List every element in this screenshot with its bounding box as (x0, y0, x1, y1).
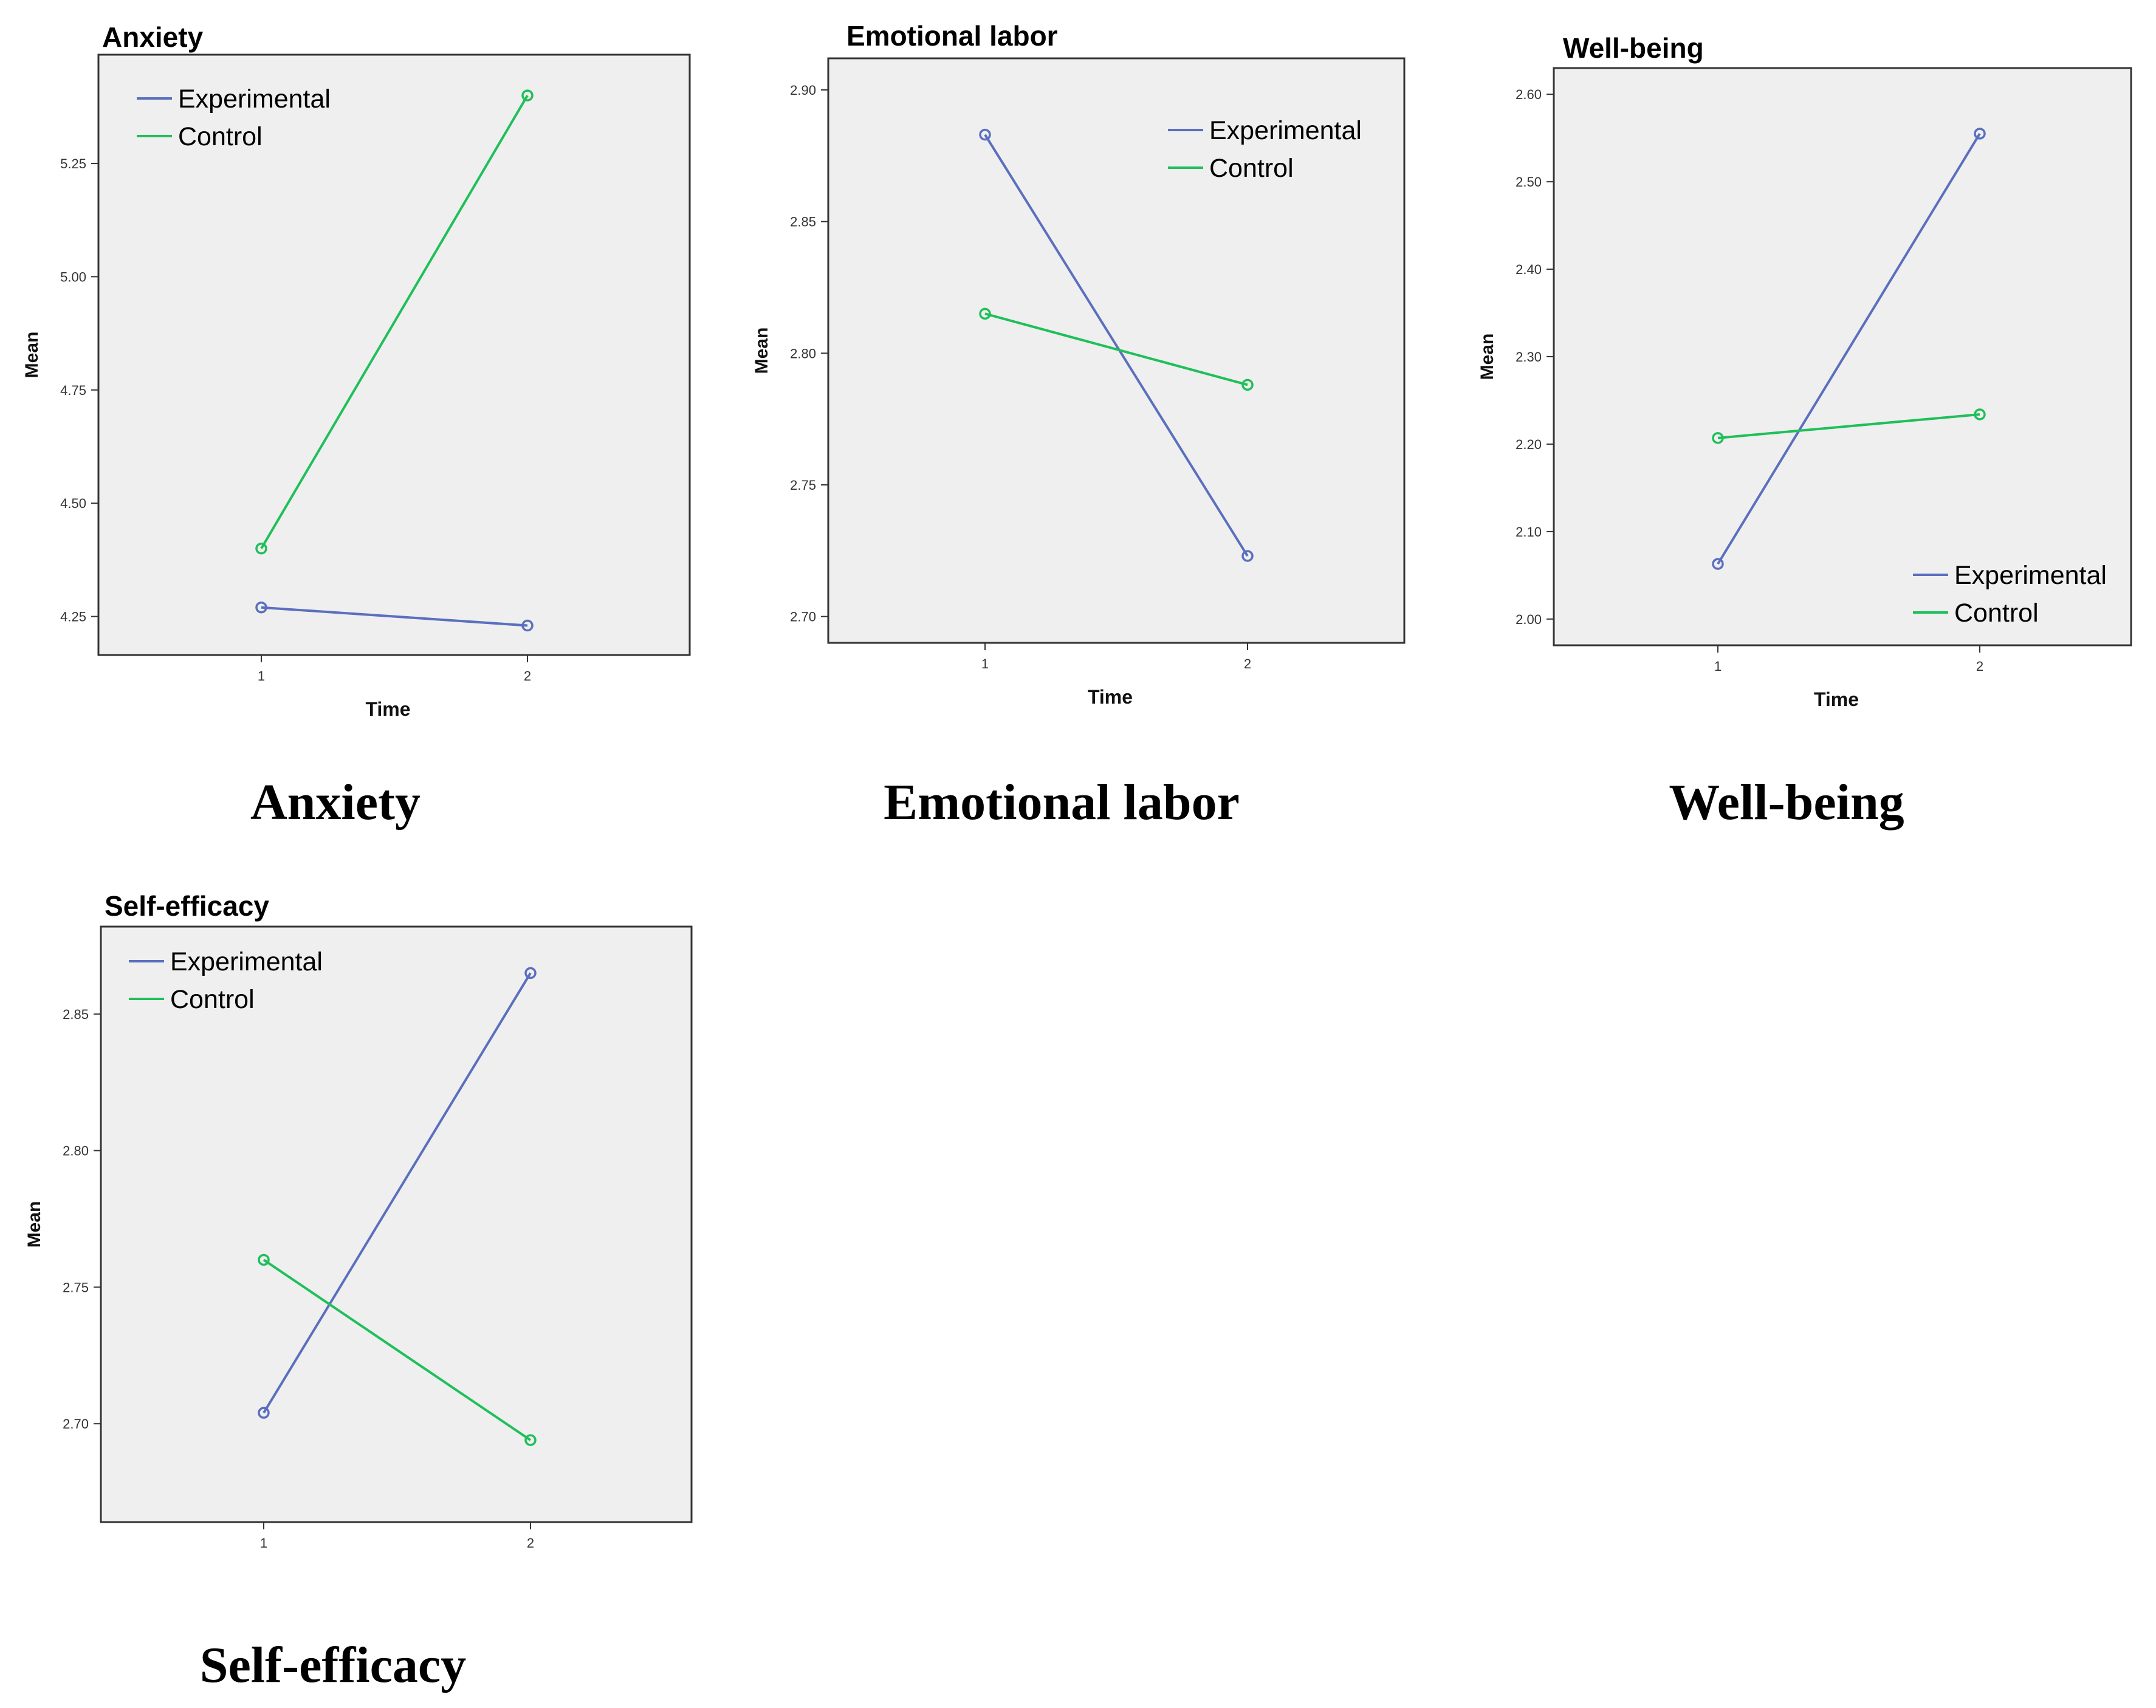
series-line-experimental (263, 972, 532, 1414)
chart-well-being-plot: 2.00 2.10 2.20 2.30 2.40 2.50 2.60 1 2 Time Mean Ex… (1477, 67, 2132, 710)
legend-label-control: Control (1954, 598, 2039, 628)
data-point-experimental (258, 1407, 270, 1419)
y-tick-label: 2.90 (790, 83, 816, 98)
legend-label-experimental: Experimental (170, 947, 323, 976)
legend-label-experimental: Experimental (1954, 561, 2107, 590)
x-tick-label: 2 (1244, 656, 1251, 671)
y-tick-label: 2.70 (63, 1416, 89, 1432)
data-point-experimental (1974, 128, 1986, 140)
plot-area (827, 57, 1406, 644)
chart-emotional-labor-plot: 2.70 2.75 2.80 2.85 2.90 1 2 Time Mean Experiment… (752, 57, 1406, 708)
data-point-control (524, 1434, 537, 1446)
y-tick-label: 2.60 (1516, 87, 1542, 102)
data-point-control (1974, 408, 1986, 420)
y-tick-label: 2.50 (1516, 174, 1542, 190)
data-point-experimental (524, 967, 537, 979)
data-point-experimental (1712, 558, 1724, 570)
chart-self-efficacy-plot: 2.702.752.802.8512TimeMeanExperimentalCo… (24, 925, 693, 1551)
chart-title: Self-efficacy (105, 890, 270, 922)
plot-area (97, 53, 691, 656)
y-tick-label: 2.75 (63, 1280, 89, 1295)
series-line-experimental (1717, 132, 1981, 565)
series-line-experimental (984, 134, 1249, 557)
chart-title: Well-being (1563, 32, 1704, 64)
legend-label-control: Control (170, 985, 255, 1014)
plot-area (1553, 67, 2132, 647)
series-line-control (260, 95, 529, 549)
y-axis-label: Mean (752, 328, 772, 374)
chart-caption: Emotional labor (884, 774, 1240, 831)
data-point-experimental (979, 128, 991, 141)
y-axis-label: Mean (22, 332, 42, 379)
series-line-control (984, 312, 1248, 386)
data-point-control (1712, 432, 1724, 444)
y-tick-label: 2.80 (790, 346, 816, 361)
y-tick-label: 2.70 (790, 609, 816, 625)
x-tick-label: 2 (527, 1535, 534, 1551)
y-tick-label: 2.75 (790, 478, 816, 493)
y-tick-label: 5.25 (60, 156, 86, 171)
chart-caption: Anxiety (250, 774, 421, 831)
chart-caption: Self-efficacy (199, 1637, 467, 1693)
data-point-experimental (255, 601, 267, 614)
y-tick-label: 2.80 (63, 1144, 89, 1159)
data-point-experimental (521, 619, 534, 632)
series-line-control (263, 1258, 532, 1441)
y-tick-label: 2.30 (1516, 349, 1542, 365)
x-tick-label: 1 (260, 1535, 267, 1551)
data-point-control (255, 543, 267, 555)
data-point-control (979, 307, 991, 320)
x-tick-label: 1 (258, 668, 265, 684)
y-tick-label: 4.75 (60, 383, 86, 398)
y-tick-label: 2.85 (790, 214, 816, 230)
series-line-experimental (261, 606, 528, 627)
series-line-control (1717, 413, 1980, 439)
data-point-control (521, 89, 534, 101)
y-tick-label: 2.10 (1516, 524, 1542, 540)
x-tick-label: 1 (981, 656, 989, 671)
chart-title: Anxiety (102, 21, 204, 53)
y-tick-label: 2.40 (1516, 262, 1542, 277)
y-tick-label: 5.00 (60, 269, 86, 284)
x-axis-label: Time (365, 698, 410, 720)
legend-label-control: Control (178, 122, 263, 151)
legend-label-control: Control (1209, 154, 1294, 183)
y-axis-label: Mean (24, 1201, 44, 1248)
y-tick-label: 2.20 (1516, 437, 1542, 452)
chart-caption: Well-being (1669, 774, 1904, 831)
plot-area (100, 925, 693, 1523)
data-point-control (1241, 379, 1254, 391)
y-tick-label: 2.00 (1516, 612, 1542, 627)
y-tick-label: 2.85 (63, 1007, 89, 1022)
x-tick-label: 2 (1976, 659, 1983, 674)
y-tick-label: 4.25 (60, 609, 86, 625)
x-tick-label: 1 (1714, 659, 1722, 674)
legend-label-experimental: Experimental (178, 84, 331, 114)
x-tick-label: 2 (524, 668, 531, 684)
chart-title: Emotional labor (846, 20, 1058, 52)
chart-anxiety-plot: 4.25 4.50 4.75 5.00 5.25 1 2 Time Mean Experiment… (22, 53, 691, 720)
y-axis-label: Mean (1477, 334, 1497, 380)
legend-label-experimental: Experimental (1209, 116, 1362, 145)
x-axis-label: Time (1814, 688, 1859, 710)
data-point-experimental (1241, 550, 1254, 562)
data-point-control (258, 1254, 270, 1266)
x-axis-label: Time (1088, 686, 1133, 708)
y-tick-label: 4.50 (60, 496, 86, 511)
